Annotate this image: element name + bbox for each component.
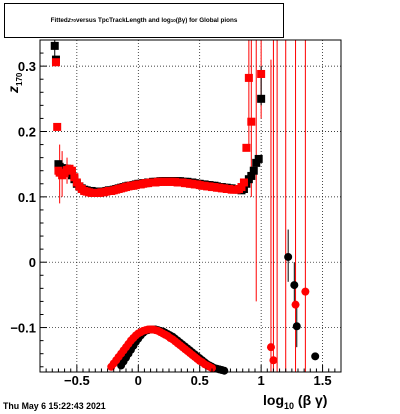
x-tick-label: 0 [135, 373, 142, 388]
square-marker [242, 143, 251, 152]
square-marker [53, 122, 62, 131]
square-marker [257, 94, 266, 103]
x-tick-label: 1 [258, 373, 265, 388]
x-axis-label: log10 (β γ) [263, 392, 328, 411]
chart-title: Fitted z 70 versus TpcTrackLength and log… [50, 17, 238, 24]
title-box: Fitted z 70 versus TpcTrackLength and log… [4, 3, 284, 38]
data-marks [50, 41, 320, 375]
square-marker [51, 58, 60, 67]
x-tick-label: 1.5 [314, 373, 332, 388]
y-tick-label: 0 [29, 255, 36, 270]
square-marker [67, 166, 76, 175]
square-marker [50, 41, 59, 50]
circle-marker [266, 343, 275, 352]
square-marker [247, 171, 256, 180]
plot-frame [39, 39, 342, 373]
x-tick-label: 0.5 [191, 373, 209, 388]
error-bars [54, 40, 306, 372]
circle-marker [311, 352, 320, 361]
y-tick-label: 0.2 [18, 124, 36, 139]
y-tick-label: −0.1 [10, 321, 36, 336]
circle-marker [292, 322, 301, 331]
y-axis-label: z170 [5, 72, 24, 93]
square-marker [237, 183, 246, 192]
timestamp: Thu May 6 15:22:43 2021 [3, 401, 106, 411]
circle-marker [284, 252, 293, 261]
square-marker [247, 117, 256, 126]
circle-marker [269, 356, 278, 365]
square-marker [257, 69, 266, 78]
circle-marker [208, 364, 216, 373]
square-marker [70, 173, 79, 182]
x-tick-label: −0.5 [64, 373, 90, 388]
y-tick-label: 0.3 [18, 59, 36, 74]
square-marker [254, 154, 263, 163]
square-marker [249, 166, 258, 175]
axes: −0.5 0 0.5 1 1.5 −0.1 0 0.1 0.2 0.3 [10, 39, 336, 388]
circle-marker [291, 300, 300, 309]
square-marker [239, 178, 248, 187]
square-marker [244, 73, 253, 82]
y-tick-label: 0.1 [18, 190, 36, 205]
grid [40, 40, 341, 372]
circle-marker [301, 287, 310, 296]
circle-marker [290, 281, 299, 290]
